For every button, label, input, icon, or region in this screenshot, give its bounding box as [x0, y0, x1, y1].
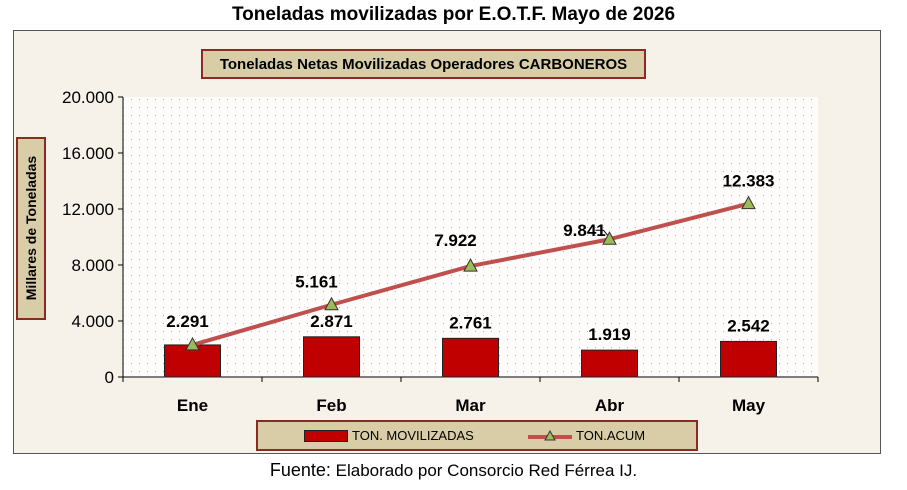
bar-label-mar: 2.761 [449, 313, 492, 332]
x-tick-label: Ene [177, 396, 208, 415]
bar-feb [303, 336, 360, 378]
line-marker-mar [463, 258, 478, 272]
bar-mar [442, 337, 499, 378]
legend-label-line: TON.ACUM [576, 428, 646, 443]
legend-swatch-line [528, 429, 572, 440]
line-marker-feb [324, 296, 339, 311]
x-tick-label: Abr [595, 396, 625, 415]
y-tick-label: 12.000 [62, 200, 114, 219]
chart-title: Toneladas Netas Movilizadas Operadores C… [201, 49, 646, 79]
y-tick-label: 8.000 [71, 256, 114, 275]
bar-abr [581, 349, 638, 378]
bar-label-ene: 2.291 [166, 312, 209, 331]
line-marker-ene [185, 336, 200, 351]
line-label-abr: 9.841 [563, 221, 606, 240]
bar-label-abr: 1.919 [588, 325, 631, 344]
x-tick-label: May [732, 396, 766, 415]
line-label-may: 12.383 [723, 172, 775, 191]
source-note: Fuente: Elaborado por Consorcio Red Férr… [0, 460, 907, 481]
line-marker-abr [602, 231, 617, 245]
x-tick-label: Mar [455, 396, 486, 415]
source-label: Fuente: [269, 460, 331, 480]
y-axis-label-box [16, 137, 46, 320]
bar-may [720, 340, 777, 378]
line-label-feb: 5.161 [295, 273, 338, 292]
bar-label-may: 2.542 [727, 316, 770, 335]
y-tick-label: 0 [105, 368, 114, 387]
source-text: Elaborado por Consorcio Red Férrea IJ. [330, 461, 638, 480]
legend-label-bars: TON. MOVILIZADAS [352, 428, 474, 443]
y-tick-label: 16.000 [62, 144, 114, 163]
y-tick-label: 4.000 [71, 312, 114, 331]
leader-line-abr [595, 229, 608, 236]
line-marker-may [741, 195, 756, 210]
bar-label-feb: 2.871 [310, 312, 353, 331]
x-tick-label: Feb [316, 396, 346, 415]
y-axis-label: Millares de Toneladas [23, 155, 39, 301]
legend-item-line: TON.ACUM [528, 422, 645, 449]
y-tick-label: 20.000 [62, 88, 114, 107]
line-label-mar: 7.922 [434, 231, 477, 250]
legend-item-bars: TON. MOVILIZADAS [304, 422, 474, 449]
chart-main-title: Toneladas movilizadas por E.O.T.F. Mayo … [231, 4, 676, 25]
legend: TON. MOVILIZADAS TON.ACUM [256, 420, 698, 451]
legend-swatch-bar [304, 429, 348, 442]
